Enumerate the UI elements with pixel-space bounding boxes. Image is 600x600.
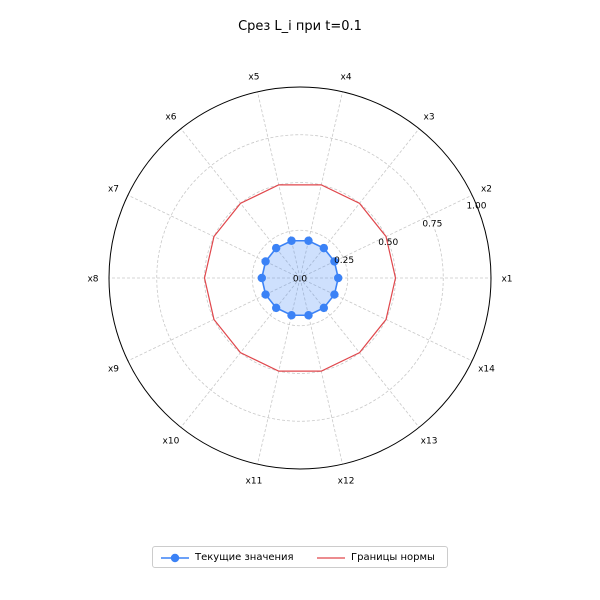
axis-label-x8: x8 bbox=[87, 275, 98, 285]
series-point-0-x3 bbox=[319, 243, 329, 253]
radial-tick-label-1: 0.25 bbox=[334, 256, 354, 266]
axis-label-x14: x14 bbox=[478, 364, 495, 374]
axis-label-x12: x12 bbox=[338, 476, 355, 486]
series-point-0-x7 bbox=[261, 257, 270, 266]
series-fill-0 bbox=[261, 240, 339, 316]
series-point-0-x12 bbox=[304, 311, 313, 320]
axis-label-x6: x6 bbox=[165, 113, 176, 123]
series-line-1 bbox=[203, 184, 397, 372]
axis-label-x13: x13 bbox=[421, 436, 438, 446]
radial-tick-label-4: 1.00 bbox=[466, 201, 486, 211]
series-point-0-x4 bbox=[304, 236, 313, 245]
series-point-0-x10 bbox=[271, 303, 281, 313]
radial-tick-label-3: 0.75 bbox=[422, 220, 442, 230]
axis-label-x10: x10 bbox=[163, 436, 180, 446]
radial-tick-label-2: 0.50 bbox=[378, 238, 398, 248]
legend: Текущие значения Границы нормы bbox=[152, 546, 448, 568]
legend-swatch-norm bbox=[317, 557, 345, 559]
radial-tick-label-0: 0.0 bbox=[293, 275, 308, 285]
series-point-0-x14 bbox=[330, 290, 339, 299]
chart-title: Срез L_i при t=0.1 bbox=[238, 19, 362, 34]
axis-label-x11: x11 bbox=[246, 476, 263, 486]
polar-frame bbox=[108, 86, 492, 470]
axis-label-x5: x5 bbox=[248, 73, 259, 83]
series-point-0-x8 bbox=[257, 273, 266, 283]
axis-label-x4: x4 bbox=[341, 73, 352, 83]
grid-circle-3 bbox=[156, 134, 444, 422]
series-point-0-x9 bbox=[261, 290, 270, 299]
axis-label-x9: x9 bbox=[108, 364, 119, 374]
legend-swatch-current bbox=[161, 553, 189, 563]
series-point-0-x11 bbox=[287, 311, 296, 320]
series-point-0-x2 bbox=[330, 257, 339, 266]
legend-label-norm: Границы нормы bbox=[351, 552, 435, 563]
series-point-0-x6 bbox=[271, 243, 281, 253]
legend-label-current: Текущие значения bbox=[195, 552, 294, 563]
axis-label-x2: x2 bbox=[481, 185, 492, 195]
axis-label-x1: x1 bbox=[501, 275, 512, 285]
axis-label-x7: x7 bbox=[108, 185, 119, 195]
series-point-0-x5 bbox=[287, 236, 296, 245]
series-point-0-x1 bbox=[334, 273, 343, 283]
axis-label-x3: x3 bbox=[424, 113, 435, 123]
series-point-0-x13 bbox=[319, 303, 329, 313]
